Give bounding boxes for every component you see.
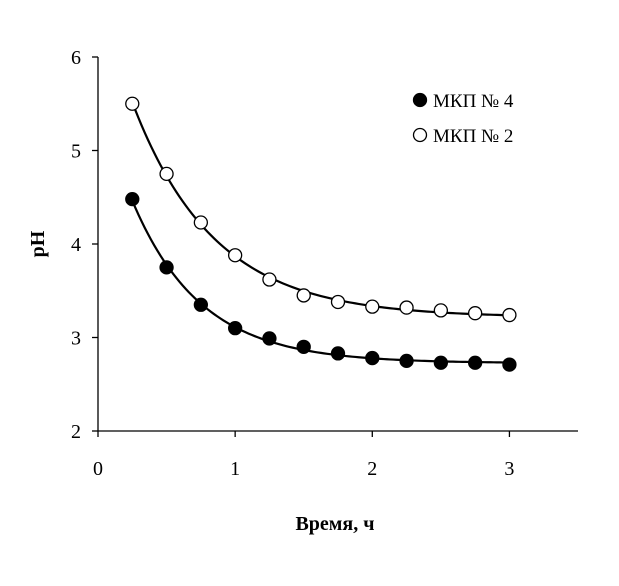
y-tick-label: 3 <box>71 328 81 350</box>
legend-label: МКП № 2 <box>433 126 513 147</box>
data-point-series-2 <box>296 288 311 303</box>
data-point-series-2 <box>399 300 414 315</box>
x-axis-title: Время, ч <box>295 513 374 535</box>
data-point-series-2 <box>193 215 209 230</box>
data-point-series-1 <box>193 297 209 312</box>
y-tick-label: 2 <box>71 421 81 443</box>
data-point-series-1 <box>433 355 449 370</box>
x-tick-label: 3 <box>504 458 514 480</box>
data-point-series-2 <box>502 307 517 323</box>
data-point-series-1 <box>262 331 277 346</box>
axes: 2 3 4 5 6 0 1 2 3 <box>71 47 578 480</box>
legend: МКП № 4 МКП № 2 <box>412 91 514 147</box>
y-tick-label: 4 <box>71 234 81 256</box>
data-point-series-1 <box>125 191 140 207</box>
x-tick-label: 2 <box>367 458 377 480</box>
data-point-series-2 <box>330 294 346 310</box>
trend-line-series-1 <box>131 200 510 364</box>
data-point-series-1 <box>399 353 414 369</box>
data-point-series-2 <box>262 272 277 287</box>
data-point-series-1 <box>502 357 517 372</box>
data-point-series-1 <box>330 346 346 361</box>
data-point-series-1 <box>365 350 380 366</box>
data-point-series-2 <box>227 248 243 263</box>
data-point-series-2 <box>365 299 380 314</box>
data-point-series-1 <box>159 260 174 275</box>
data-point-series-1 <box>296 339 311 355</box>
data-points <box>125 96 517 372</box>
y-tick-label: 6 <box>71 47 81 69</box>
legend-marker <box>412 92 428 108</box>
y-tick-label: 5 <box>71 141 81 163</box>
data-point-series-2 <box>467 306 483 321</box>
data-point-series-2 <box>433 303 449 318</box>
x-tick-label: 0 <box>93 458 103 480</box>
data-point-series-2 <box>159 166 174 182</box>
data-point-series-2 <box>125 96 140 111</box>
legend-marker <box>412 127 428 143</box>
data-point-series-1 <box>227 320 243 336</box>
legend-label: МКП № 4 <box>433 91 514 112</box>
data-point-series-1 <box>467 355 483 370</box>
x-tick-label: 1 <box>230 458 240 480</box>
y-axis-title: pH <box>27 230 49 257</box>
